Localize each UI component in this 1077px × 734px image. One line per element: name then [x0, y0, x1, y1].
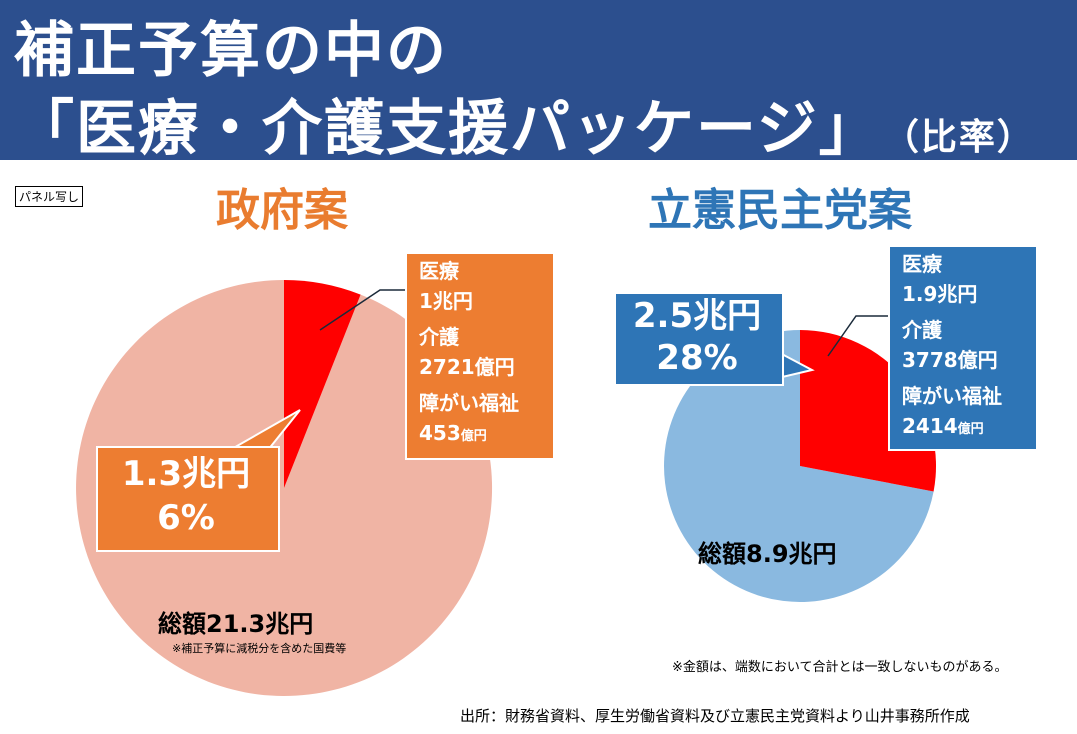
- gov-breakdown-box: 医療 1兆円 介護 2721億円 障がい福祉 453億円: [405, 252, 555, 460]
- gov-total-note: ※補正予算に減税分を含めた国費等: [172, 642, 347, 655]
- footnote: ※金額は、端数において合計とは一致しないものがある。: [672, 660, 1008, 675]
- gov-breakdown-amount-3: 453億円: [419, 421, 487, 445]
- header-banner: 補正予算の中の 「医療・介護支援パッケージ」 （比率）: [0, 0, 1077, 164]
- cdp-pie-package-slice: [800, 330, 937, 492]
- cdp-breakdown-name-2: 介護: [902, 318, 942, 342]
- gov-highlight-amount: 1.3兆円: [121, 454, 251, 494]
- cdp-total-label: 総額8.9兆円: [698, 540, 837, 568]
- cdp-breakdown-box: 医療 1.9兆円 介護 3778億円 障がい福祉 2414億円: [888, 245, 1038, 451]
- cdp-breakdown-name-1: 医療: [902, 252, 942, 276]
- cdp-pie-rest-slice: [664, 330, 934, 602]
- source-credit: 出所：財務省資料、厚生労働省資料及び立憲民主党資料より山井事務所作成: [460, 707, 970, 725]
- cdp-breakdown-amount-2: 3778億円: [902, 348, 998, 372]
- cdp-breakdown-leader-line: [827, 315, 888, 357]
- cdp-highlight-amount: 2.5兆円: [632, 296, 762, 336]
- panel-tag: パネル写し: [15, 186, 84, 207]
- gov-breakdown-name-3: 障がい福祉: [419, 391, 519, 415]
- title-main: 「医療・介護支援パッケージ」: [14, 94, 881, 164]
- title-suffix: （比率）: [900, 117, 1035, 158]
- gov-breakdown-name-2: 介護: [419, 325, 459, 349]
- title-line-1: 補正予算の中の: [14, 16, 448, 86]
- cdp-breakdown-amount-3: 2414億円: [902, 414, 984, 438]
- gov-breakdown-amount-2: 2721億円: [419, 355, 515, 379]
- cdp-breakdown-amount-1: 1.9兆円: [902, 282, 978, 306]
- gov-pie-rest-slice: [76, 280, 493, 696]
- gov-chart-title: 政府案: [216, 185, 348, 236]
- gov-breakdown-leader-line: [319, 289, 405, 331]
- gov-highlight-callout: [96, 446, 280, 552]
- gov-highlight-percent: 6%: [157, 498, 215, 538]
- gov-breakdown-amount-1: 1兆円: [419, 289, 473, 313]
- gov-total-label: 総額21.3兆円: [158, 610, 314, 638]
- cdp-chart-title: 立憲民主党案: [648, 185, 912, 236]
- title-line-2: 「医療・介護支援パッケージ」 （比率）: [14, 80, 1035, 167]
- cdp-highlight-percent: 28%: [656, 338, 738, 378]
- cdp-highlight-callout: [614, 292, 784, 386]
- gov-pie-package-slice: [284, 280, 361, 488]
- cdp-breakdown-name-3: 障がい福祉: [902, 384, 1002, 408]
- gov-breakdown-name-1: 医療: [419, 259, 459, 283]
